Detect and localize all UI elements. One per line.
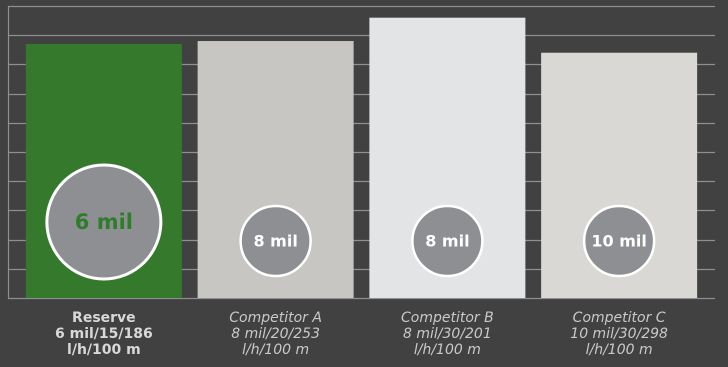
bubble-label: 8 mil (425, 232, 469, 251)
category-label-line: l/h/100 m (414, 342, 481, 358)
value-bubble (239, 204, 312, 278)
category-label-line: Competitor B (401, 310, 494, 326)
category-label-line: 10 mil/30/298 (570, 326, 668, 342)
bubble-label: 6 mil (75, 210, 133, 234)
value-bubble (582, 204, 656, 278)
category-label-line: 8 mil/20/253 (231, 326, 320, 342)
category-label-line: l/h/100 m (67, 342, 141, 358)
category-label-line: 8 mil/30/201 (403, 326, 492, 342)
value-bubble (411, 204, 484, 278)
category-label-line: l/h/100 m (242, 342, 309, 358)
bubble-label: 8 mil (253, 232, 297, 251)
category-label-line: 6 mil/15/186 (55, 326, 153, 342)
category-label-line: Competitor A (229, 310, 322, 326)
value-bubble (45, 163, 163, 281)
bubble-label: 10 mil (591, 232, 646, 251)
category-label-line: Reserve (72, 310, 136, 326)
category-label-line: l/h/100 m (586, 342, 653, 358)
category-label-line: Competitor C (573, 310, 666, 326)
bars-layer: 6 mil 8 mil 8 mil 10 mil (25, 17, 698, 299)
